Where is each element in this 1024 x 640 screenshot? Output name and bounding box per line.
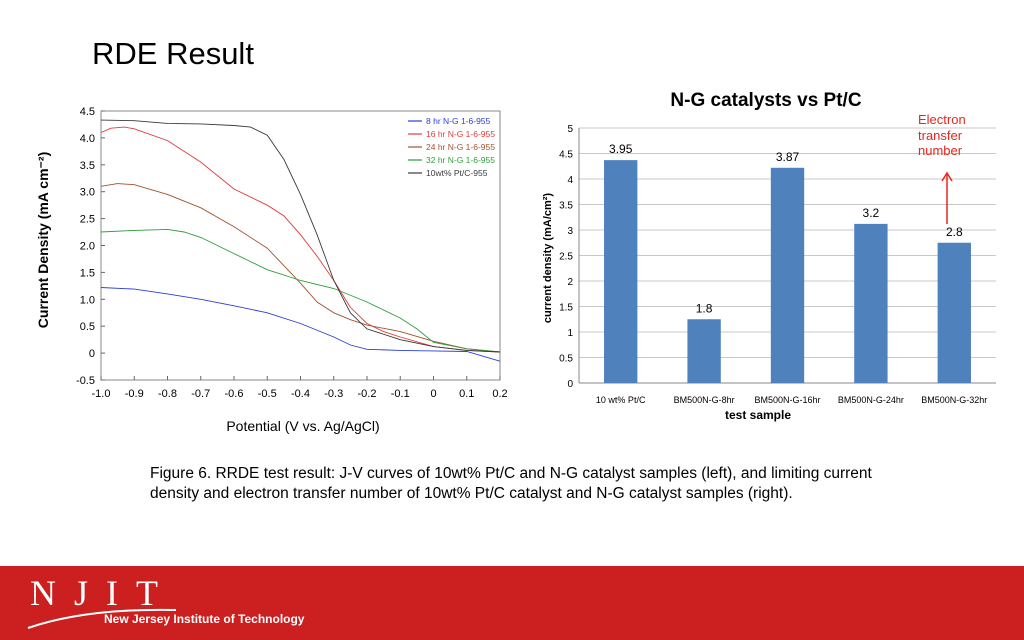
njit-logo: NJIT (30, 573, 176, 613)
y-axis-label: current density (mA/cm²) (542, 193, 554, 324)
series-line (100, 126, 501, 353)
data-label: 3.95 (609, 142, 633, 156)
series-line (100, 119, 501, 353)
series-line (100, 183, 501, 353)
legend-label: 32 hr N-G 1-6-955 (426, 155, 495, 165)
x-tick-label: -0.1 (391, 388, 410, 400)
x-tick-label: -1.0 (92, 388, 111, 400)
y-tick-label: 1.5 (559, 303, 573, 314)
x-tick-label: 0 (430, 388, 436, 400)
category-label: BM500N-G-16hr (754, 395, 820, 405)
y-axis-label: Current Density (mA cm⁻²) (35, 152, 51, 328)
y-tick-label: 0 (567, 379, 573, 390)
jv-curve-chart: -1.0 -0.9 -0.8 -0.7 -0.6 -0.5 -0.4 -0.3 -0.2 -0.1… (35, 106, 508, 434)
bar (937, 242, 971, 383)
y-tick-label: 3 (567, 226, 573, 237)
y-tick-label: 4.0 (80, 133, 95, 145)
y-tick-label: 3.0 (80, 187, 95, 199)
figure-caption: Figure 6. RRDE test result: J-V curves o… (150, 465, 872, 502)
x-tick-label: -0.4 (291, 388, 310, 400)
y-tick-label: 3.5 (80, 160, 95, 172)
y-tick-labels: 0 0.5 1 1.5 2 2.5 3 3.5 4 4.5 5 (559, 124, 573, 390)
bars-group (604, 160, 971, 383)
y-tick-label: 2.5 (559, 252, 573, 263)
x-tick-label: 0.1 (459, 388, 474, 400)
y-tick-label: 5 (567, 124, 573, 135)
bar (770, 167, 805, 383)
y-tick-label: 1.0 (80, 294, 95, 306)
data-label: 3.2 (863, 206, 880, 220)
x-tick-labels: -1.0 -0.9 -0.8 -0.7 -0.6 -0.5 -0.4 -0.3 -0.2 -0.1… (92, 388, 508, 400)
electron-transfer-annotation: Electron transfer number (918, 112, 966, 158)
legend-label: 10wt% Pt/C-955 (426, 168, 488, 178)
legend-label: 24 hr N-G 1-6-955 (426, 142, 495, 152)
bar (854, 223, 888, 383)
y-tick-label: 4 (567, 175, 573, 186)
data-label: 1.8 (696, 301, 713, 315)
legend-label: 16 hr N-G 1-6-955 (426, 129, 495, 139)
legend-label: 8 hr N-G 1-6-955 (426, 116, 491, 126)
category-label: BM500N-G-24hr (838, 395, 904, 405)
y-tick-label: 4.5 (559, 150, 573, 161)
y-tick-label: 1 (567, 328, 573, 339)
data-labels: 3.95 1.8 3.87 3.2 2.8 (609, 142, 963, 315)
series-line (100, 287, 501, 362)
series-group (100, 119, 501, 362)
x-tick-label: -0.3 (324, 388, 343, 400)
data-label: 3.87 (776, 150, 800, 164)
bar-chart: N-G catalysts vs Pt/C 3.951.83.873.22.8 … (542, 90, 996, 422)
y-tick-label: 2.5 (80, 214, 95, 226)
bar (604, 160, 638, 383)
x-axis-label: test sample (725, 408, 791, 422)
y-tick-label: 0.5 (80, 321, 95, 333)
y-tick-label: 1.5 (80, 267, 95, 279)
bar (687, 319, 721, 383)
annotation-arrow (941, 171, 953, 224)
x-tick-label: -0.5 (258, 388, 277, 400)
category-label: 10 wt% Pt/C (596, 395, 646, 405)
slide-title: RDE Result (92, 36, 254, 71)
y-tick-label: 2.0 (80, 241, 95, 253)
y-tick-labels: -0.5 0 0.5 1.0 1.5 2.0 2.5 3.0 3.5 4.0 4.5 (76, 106, 95, 387)
category-label: BM500N-G-8hr (674, 395, 735, 405)
x-axis-label: Potential (V vs. Ag/AgCl) (226, 418, 379, 434)
y-tick-label: 2 (567, 277, 573, 288)
x-tick-labels: 10 wt% Pt/C BM500N-G-8hr BM500N-G-16hr BM50… (596, 395, 987, 405)
footer-bar: NJIT New Jersey Institute of Technology (0, 566, 1024, 640)
y-tick-label: -0.5 (76, 375, 95, 387)
logo-swoosh-icon (27, 608, 177, 629)
x-tick-label: -0.6 (225, 388, 244, 400)
x-tick-label: -0.7 (191, 388, 210, 400)
y-tick-label: 0.5 (559, 354, 573, 365)
x-tick-label: 0.2 (492, 388, 507, 400)
institute-name: New Jersey Institute of Technology (104, 612, 305, 626)
series-line (100, 228, 501, 353)
plot-area (100, 110, 501, 381)
category-label: BM500N-G-32hr (921, 395, 987, 405)
legend: 8 hr N-G 1-6-955 16 hr N-G 1-6-955 24 hr N… (408, 116, 495, 178)
x-tick-label: -0.2 (358, 388, 377, 400)
x-tick-label: -0.9 (125, 388, 144, 400)
x-tick-label: -0.8 (158, 388, 177, 400)
data-label: 2.8 (946, 225, 963, 239)
y-tick-label: 3.5 (559, 201, 573, 212)
y-tick-label: 4.5 (80, 106, 95, 118)
y-tick-label: 0 (89, 348, 95, 360)
chart-title: N-G catalysts vs Pt/C (670, 90, 861, 111)
